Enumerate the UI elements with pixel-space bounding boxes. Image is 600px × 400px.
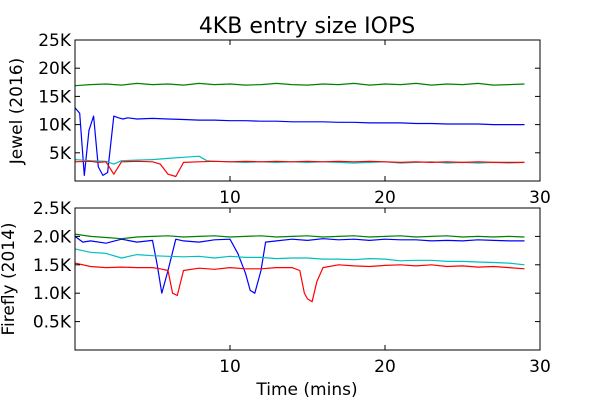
bottom-panel-series-green-line xyxy=(74,233,525,240)
top-panel-ytick-label: 20K xyxy=(38,59,72,79)
bottom-panel-ytick-label: 2.0K xyxy=(33,227,72,247)
bottom-panel-series-blue-line xyxy=(74,235,525,294)
bottom-panel-ytick-label: 1.0K xyxy=(33,284,72,304)
bottom-panel-series xyxy=(74,233,525,303)
bottom-panel-frame xyxy=(74,207,541,351)
top-panel-ytick-label: 5K xyxy=(49,144,72,164)
top-panel-series xyxy=(74,82,525,178)
chart-title: 4KB entry size IOPS xyxy=(199,14,415,39)
bottom-panel: 0.5K 1.0K 1.5K 2.0K 2.5K 10 20 30 Firefly (201… xyxy=(0,199,551,377)
bottom-panel-series-cyan-line xyxy=(74,248,525,266)
bottom-panel-xticks: 10 20 30 xyxy=(219,208,551,377)
top-panel-series-blue-line xyxy=(74,107,525,176)
top-panel-series-green-line xyxy=(74,82,525,87)
bottom-panel-ytick-label: 0.5K xyxy=(33,313,72,333)
bottom-panel-series-red-line xyxy=(74,262,525,303)
bottom-panel-ylabel: Firefly (2014) xyxy=(0,222,19,335)
top-panel-frame xyxy=(74,39,541,182)
top-panel-yticks: 5K 10K 15K 20K 25K xyxy=(38,31,540,164)
top-panel-xtick-label: 20 xyxy=(374,188,396,208)
top-panel-xtick-label: 30 xyxy=(529,188,551,208)
bottom-panel-ytick-label: 1.5K xyxy=(33,256,72,276)
top-panel-ytick-label: 15K xyxy=(38,87,72,107)
bottom-panel-xtick-label: 10 xyxy=(219,357,241,377)
top-panel-ylabel: Jewel (2016) xyxy=(7,58,27,166)
top-panel-series-red-line xyxy=(74,160,525,178)
bottom-panel-xtick-label: 20 xyxy=(374,357,396,377)
top-panel: 5K 10K 15K 20K 25K 10 20 30 Jewel (2016) xyxy=(7,31,551,208)
top-panel-xtick-label: 10 xyxy=(219,188,241,208)
bottom-panel-ytick-label: 2.5K xyxy=(33,199,72,219)
bottom-panel-xtick-label: 30 xyxy=(529,357,551,377)
top-panel-xticks: 10 20 30 xyxy=(219,40,551,208)
x-axis-label: Time (mins) xyxy=(255,380,357,400)
top-panel-ytick-label: 25K xyxy=(38,31,72,51)
top-panel-ytick-label: 10K xyxy=(38,116,72,136)
bottom-panel-yticks: 0.5K 1.0K 1.5K 2.0K 2.5K xyxy=(33,199,540,333)
